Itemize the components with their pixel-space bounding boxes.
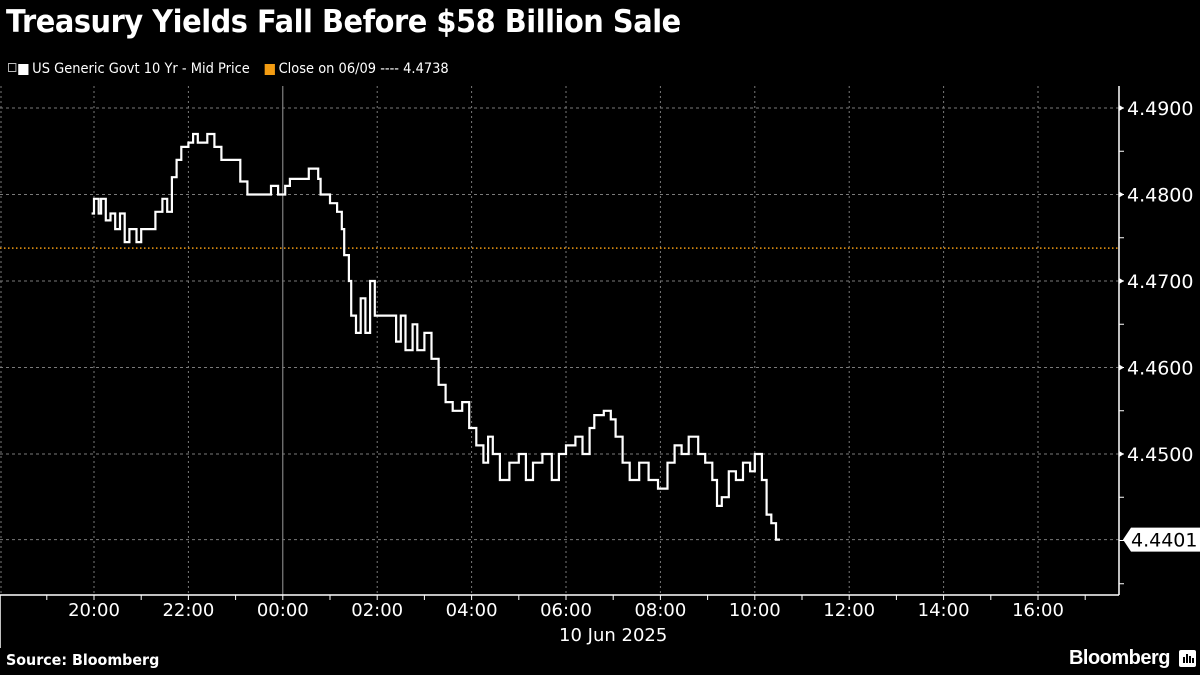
chart-title: Treasury Yields Fall Before $58 Billion … bbox=[6, 4, 681, 40]
y-tick-label: 4.4900 bbox=[1127, 98, 1193, 120]
legend-close-label: Close on 06/09 ---- 4.4738 bbox=[278, 61, 449, 77]
x-tick-label: 20:00 bbox=[68, 600, 120, 621]
x-tick-label: 00:00 bbox=[257, 600, 309, 621]
y-tick-label: 4.4600 bbox=[1127, 358, 1193, 380]
x-tick-label: 12:00 bbox=[823, 600, 875, 621]
y-tick-label: 4.4800 bbox=[1127, 185, 1193, 207]
last-value-tag: 4.4401 bbox=[1123, 527, 1200, 552]
source-label: Source: Bloomberg bbox=[6, 651, 160, 669]
x-tick-label: 10:00 bbox=[729, 600, 781, 621]
x-tick-label: 02:00 bbox=[351, 600, 403, 621]
series-swatch-icon bbox=[18, 63, 29, 75]
x-tick-label: 22:00 bbox=[162, 600, 214, 621]
yield-line bbox=[91, 132, 780, 541]
x-tick-label: 14:00 bbox=[918, 600, 970, 621]
bloomberg-logo: Bloomberg bbox=[1068, 647, 1171, 669]
y-tick-label: 4.4500 bbox=[1127, 444, 1193, 466]
y-axis-labels: 4.4900 4.4800 4.4700 4.4600 4.4500 bbox=[1119, 98, 1193, 466]
chart-legend: US Generic Govt 10 Yr - Mid Price Close … bbox=[8, 61, 449, 77]
x-tick-label: 08:00 bbox=[634, 600, 686, 621]
x-tick-label: 04:00 bbox=[446, 600, 498, 621]
x-tick-label: 06:00 bbox=[540, 600, 592, 621]
chart-axes bbox=[0, 86, 1124, 648]
collapse-icon[interactable] bbox=[8, 62, 17, 72]
last-value-label: 4.4401 bbox=[1131, 530, 1197, 552]
date-label: 10 Jun 2025 bbox=[559, 625, 667, 646]
close-swatch-icon bbox=[264, 63, 275, 75]
grid-lines bbox=[0, 86, 1119, 595]
x-tick-label: 16:00 bbox=[1012, 600, 1064, 621]
x-axis-labels: 20:00 22:00 00:00 02:00 04:00 06:00 08:00 10:00… bbox=[68, 600, 1064, 646]
y-tick-label: 4.4700 bbox=[1127, 271, 1193, 293]
bloomberg-chart-icon bbox=[1179, 650, 1196, 667]
legend-series-label: US Generic Govt 10 Yr - Mid Price bbox=[32, 61, 250, 77]
